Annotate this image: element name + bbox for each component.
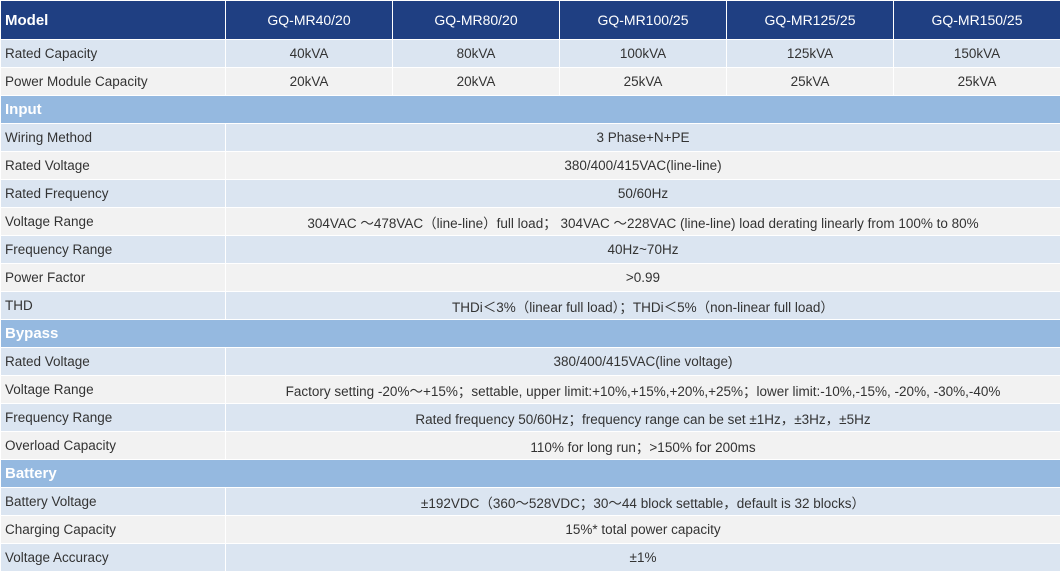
spec-value: 25kVA (559, 67, 727, 96)
spec-value: Factory setting -20%～+15%；settable, uppe… (225, 375, 1061, 404)
spec-value: 380/400/415VAC(line voltage) (225, 347, 1061, 376)
spec-label: Power Factor (0, 263, 226, 292)
spec-label: Rated Frequency (0, 179, 226, 208)
spec-label: Frequency Range (0, 235, 226, 264)
model-name: GQ-MR150/25 (893, 0, 1061, 40)
spec-value: ±1% (225, 543, 1061, 572)
spec-label: Rated Voltage (0, 347, 226, 376)
spec-label: Wiring Method (0, 123, 226, 152)
row: Voltage Range 304VAC ～478VAC（line-line）fu… (0, 207, 1061, 236)
spec-value: ±192VDC（360～528VDC；30～44 block settable，… (225, 487, 1061, 516)
section-title: Input (0, 95, 1061, 124)
section-row: Input (0, 95, 1061, 124)
model-name: GQ-MR125/25 (726, 0, 894, 40)
spec-value: THDi＜3%（linear full load）；THDi＜5%（non-li… (225, 291, 1061, 320)
row: Rated Capacity 40kVA 80kVA 100kVA 125kVA 150k… (0, 39, 1061, 68)
spec-value: 125kVA (726, 39, 894, 68)
row: Frequency Range 40Hz~70Hz (0, 235, 1061, 264)
row: Overload Capacity 110% for long run；>150%… (0, 431, 1061, 460)
row: Rated Voltage 380/400/415VAC(line voltage… (0, 347, 1061, 376)
spec-label: Voltage Accuracy (0, 543, 226, 572)
row: Voltage Range Factory setting -20%～+15%；s… (0, 375, 1061, 404)
spec-value: 40Hz~70Hz (225, 235, 1061, 264)
spec-value: 25kVA (726, 67, 894, 96)
spec-label: Frequency Range (0, 403, 226, 432)
row: Wiring Method 3 Phase+N+PE (0, 123, 1061, 152)
row: Battery Voltage ±192VDC（360～528VDC；30～44 … (0, 487, 1061, 516)
model-name: GQ-MR80/20 (392, 0, 560, 40)
spec-label: Voltage Range (0, 207, 226, 236)
spec-label: Overload Capacity (0, 431, 226, 460)
spec-value: Rated frequency 50/60Hz；frequency range … (225, 403, 1061, 432)
spec-value: 25kVA (893, 67, 1061, 96)
spec-value: 15%* total power capacity (225, 515, 1061, 544)
spec-label: Rated Capacity (0, 39, 226, 68)
spec-label: Charging Capacity (0, 515, 226, 544)
model-name: GQ-MR100/25 (559, 0, 727, 40)
spec-value: >0.99 (225, 263, 1061, 292)
model-name: GQ-MR40/20 (225, 0, 393, 40)
spec-value: 20kVA (225, 67, 393, 96)
section-title: Bypass (0, 319, 1061, 348)
spec-value: 150kVA (893, 39, 1061, 68)
section-title: Battery (0, 459, 1061, 488)
section-row: Battery (0, 459, 1061, 488)
spec-value: 3 Phase+N+PE (225, 123, 1061, 152)
section-row: Bypass (0, 319, 1061, 348)
row: Rated Voltage 380/400/415VAC(line-line) (0, 151, 1061, 180)
row: THD THDi＜3%（linear full load）；THDi＜5%（non… (0, 291, 1061, 320)
spec-value: 304VAC ～478VAC（line-line）full load； 304V… (225, 207, 1061, 236)
spec-label: Power Module Capacity (0, 67, 226, 96)
spec-value: 100kVA (559, 39, 727, 68)
spec-label: THD (0, 291, 226, 320)
spec-label: Rated Voltage (0, 151, 226, 180)
row: Rated Frequency 50/60Hz (0, 179, 1061, 208)
header-row: Model GQ-MR40/20 GQ-MR80/20 GQ-MR100/25 GQ-M… (0, 0, 1061, 40)
spec-value: 20kVA (392, 67, 560, 96)
spec-value: 50/60Hz (225, 179, 1061, 208)
header-label: Model (0, 0, 226, 40)
spec-value: 380/400/415VAC(line-line) (225, 151, 1061, 180)
spec-label: Battery Voltage (0, 487, 226, 516)
spec-label: Voltage Range (0, 375, 226, 404)
row: Power Module Capacity 20kVA 20kVA 25kVA 25kV… (0, 67, 1061, 96)
row: Frequency Range Rated frequency 50/60Hz；f… (0, 403, 1061, 432)
row: Power Factor >0.99 (0, 263, 1061, 292)
row: Voltage Accuracy ±1% (0, 543, 1061, 572)
spec-value: 80kVA (392, 39, 560, 68)
row: Charging Capacity 15%* total power capaci… (0, 515, 1061, 544)
spec-value: 110% for long run；>150% for 200ms (225, 431, 1061, 460)
spec-value: 40kVA (225, 39, 393, 68)
